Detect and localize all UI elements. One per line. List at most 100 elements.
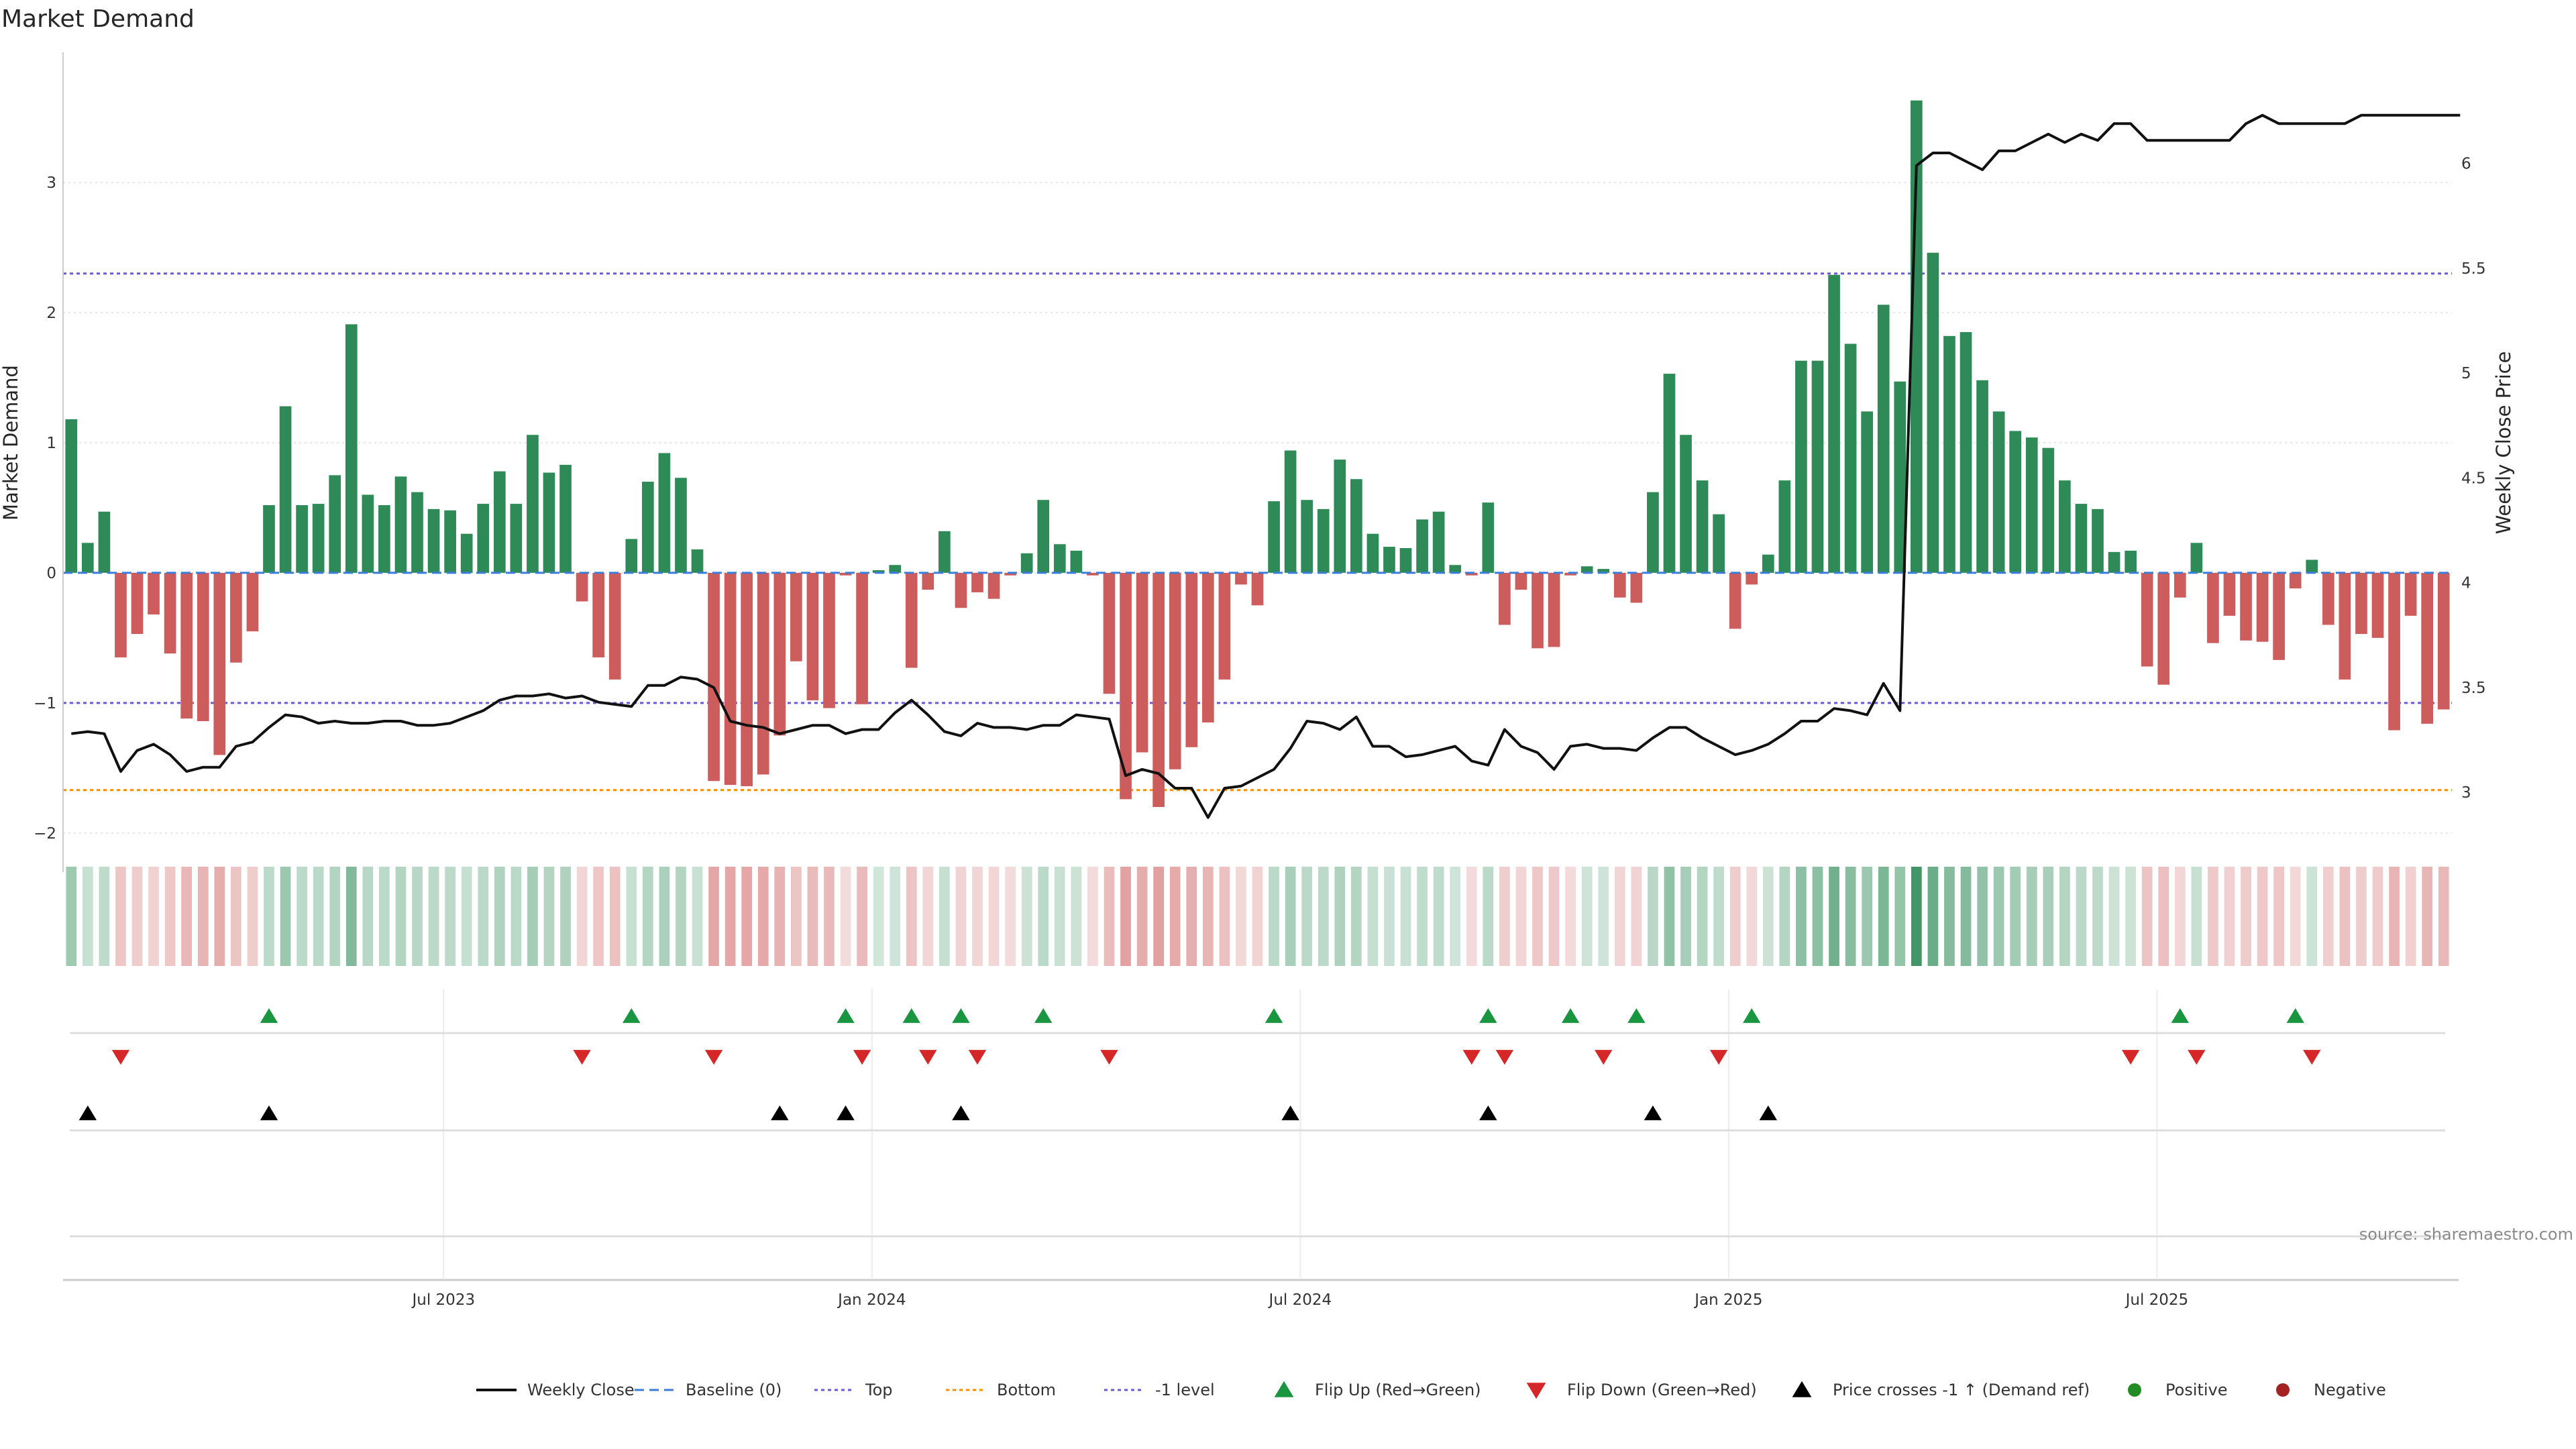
strip-cell	[297, 867, 307, 966]
x-tick-label: Jul 2025	[2125, 1291, 2189, 1309]
strip-cell	[1993, 867, 2004, 966]
strip-cell	[2422, 867, 2433, 966]
legend-swatch-marker	[1526, 1383, 1546, 1399]
demand-bar	[1795, 360, 1807, 573]
legend-swatch-marker	[1792, 1381, 1812, 1397]
cross-up-marker	[260, 1105, 278, 1120]
demand-bar	[1070, 550, 1083, 573]
strip-cell	[478, 867, 489, 966]
strip-cell	[1054, 867, 1065, 966]
legend-item-label: Flip Down (Green→Red)	[1567, 1381, 1757, 1399]
y-tick-label: 3	[46, 174, 56, 192]
strip-cell	[2158, 867, 2169, 966]
strip-cell	[511, 867, 522, 966]
strip-cell	[1417, 867, 1428, 966]
strip-cell	[1269, 867, 1279, 966]
strip-cell	[1400, 867, 1411, 966]
strip-cell	[2405, 867, 2416, 966]
strip-cell	[1318, 867, 1329, 966]
strip-cell	[131, 867, 143, 966]
strip-cell	[264, 867, 274, 966]
demand-bar	[1251, 572, 1264, 606]
demand-bar	[230, 572, 242, 663]
legend-item-label: Top	[865, 1381, 893, 1399]
legend-swatch-marker	[2276, 1383, 2290, 1397]
strip-cell	[329, 867, 341, 966]
demand-bar	[1927, 252, 1939, 573]
strip-cell	[1713, 867, 1725, 966]
x-tick-label: Jul 2023	[411, 1291, 475, 1309]
strip-cell	[1845, 867, 1856, 966]
strip-cell	[741, 867, 753, 966]
strip-cell	[2043, 867, 2054, 966]
strip-cell	[247, 867, 258, 966]
strip-cell	[1202, 867, 1214, 966]
legend-item-label: Flip Up (Red→Green)	[1315, 1381, 1481, 1399]
strip-cell	[1944, 867, 1955, 966]
demand-bar	[312, 504, 325, 573]
demand-bar	[527, 435, 539, 573]
strip-cell	[1515, 867, 1527, 966]
demand-bar	[905, 572, 918, 668]
demand-bar	[1976, 380, 1988, 573]
demand-bar	[1613, 572, 1626, 598]
flip-down-marker	[1462, 1050, 1481, 1065]
strip-cell	[1894, 867, 1906, 966]
strip-cell	[1862, 867, 1873, 966]
strip-cell	[724, 867, 736, 966]
strip-cell	[1350, 867, 1362, 966]
demand-bar	[1020, 553, 1033, 573]
strip-cell	[1071, 867, 1082, 966]
strip-cell	[1301, 867, 1313, 966]
legend-swatch-marker	[1274, 1381, 1294, 1397]
flip-up-marker	[260, 1008, 278, 1023]
strip-cell	[1762, 867, 1774, 966]
strip-cell	[1648, 867, 1658, 966]
strip-cell	[1236, 867, 1246, 966]
flip-down-marker	[853, 1050, 871, 1065]
strip-cell	[906, 867, 917, 966]
strip-cell	[824, 867, 835, 966]
demand-bar	[675, 478, 687, 573]
source-note: source: sharemaestro.com	[2359, 1225, 2573, 1244]
flip-down-marker	[968, 1050, 987, 1065]
strip-cell	[1433, 867, 1444, 966]
strip-cell	[790, 867, 802, 966]
strip-cell	[1532, 867, 1543, 966]
flip-up-marker	[2286, 1008, 2304, 1023]
demand-bar	[1383, 547, 1395, 573]
strip-cell	[1136, 867, 1148, 966]
demand-bar	[197, 572, 209, 721]
chart-title: Market Demand	[1, 5, 195, 33]
demand-bar	[1729, 572, 1741, 629]
strip-cell	[1779, 867, 1790, 966]
demand-bar	[856, 572, 868, 704]
strip-cell	[1565, 867, 1576, 966]
demand-bar	[1399, 548, 1412, 573]
strip-cell	[2125, 867, 2136, 966]
demand-bar	[1201, 572, 1214, 722]
y2-tick-label: 4	[2461, 575, 2471, 592]
strip-cell	[82, 867, 93, 966]
cross-up-marker	[837, 1105, 855, 1120]
y2-tick-label: 4.5	[2461, 470, 2486, 487]
strip-cell	[1219, 867, 1230, 966]
x-axis-ticks: Jul 2023 Jan 2024 Jul 2024 Jan 2025 Jul 2025	[411, 1291, 2188, 1309]
strip-cell	[395, 867, 407, 966]
demand-bar	[1432, 511, 1445, 573]
demand-bar	[1844, 343, 1857, 573]
demand-bar	[1663, 374, 1676, 573]
reference-lines	[63, 272, 2452, 792]
demand-bar	[2223, 572, 2236, 616]
demand-bar	[1053, 544, 1066, 573]
demand-bar	[559, 464, 572, 573]
demand-bar	[773, 572, 786, 736]
demand-bar	[1647, 492, 1659, 573]
x-tick-label: Jan 2025	[1693, 1291, 1762, 1309]
demand-bar	[608, 572, 621, 680]
strip-cell	[1829, 867, 1839, 966]
demand-bar	[691, 549, 704, 573]
demand-bar	[1004, 572, 1016, 576]
signal-markers-panel	[63, 989, 2459, 1281]
demand-bar	[263, 505, 275, 573]
